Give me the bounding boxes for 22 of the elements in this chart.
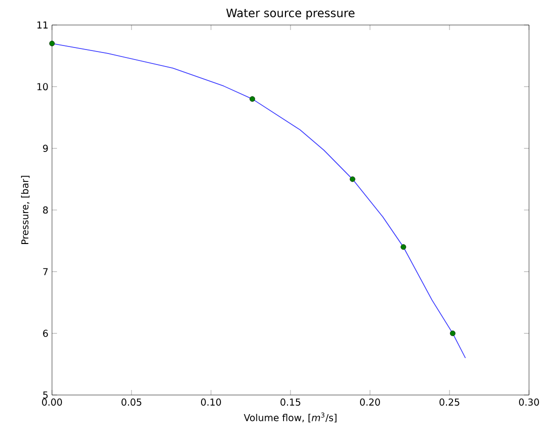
y-tick-label: 5	[43, 391, 48, 399]
y-tick-label: 9	[43, 144, 48, 152]
y-tick-label: 6	[43, 330, 48, 337]
x-tick-label: 0.00	[42, 398, 62, 406]
x-tick-label: 0.10	[201, 398, 221, 406]
point	[49, 40, 55, 46]
x-tick-label: 0.20	[360, 398, 380, 406]
point	[250, 96, 256, 102]
x-axis-title: Volume flow, [m$^{3}$/s]	[244, 412, 336, 422]
x-tick-label: 0.30	[519, 398, 539, 406]
y-tick-label: 7	[43, 268, 48, 276]
x-tick-label: 0.05	[122, 398, 142, 406]
point	[400, 244, 406, 250]
y-axis-title: Pressure, [bar]	[21, 176, 30, 244]
x-tick-label: 0.25	[440, 398, 460, 406]
point	[350, 176, 356, 182]
y-tick-label: 11	[37, 22, 48, 28]
y-tick-label: 10	[37, 83, 48, 90]
chart-title: Water source pressure	[226, 8, 354, 20]
x-tick-label: 0.15	[280, 398, 300, 406]
y-tick-label: 8	[43, 206, 48, 214]
point	[450, 330, 456, 336]
